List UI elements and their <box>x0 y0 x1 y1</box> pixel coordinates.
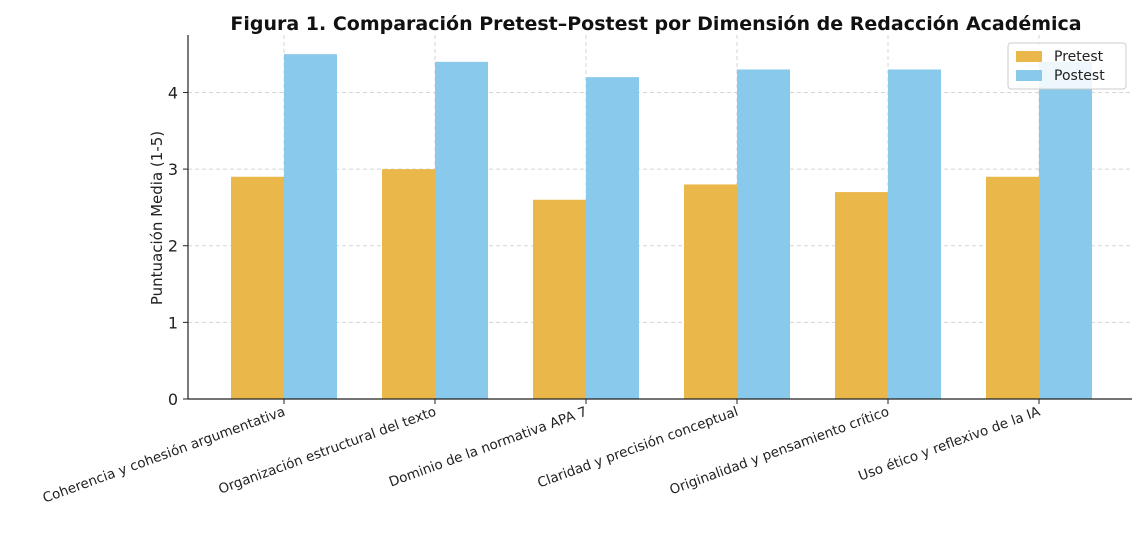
bar-postest <box>888 69 941 400</box>
chart-title: Figura 1. Comparación Pretest–Postest po… <box>230 13 1081 35</box>
axes-layer <box>187 35 1132 400</box>
bar-pretest <box>533 199 586 399</box>
y-tick-label: 3 <box>168 160 178 179</box>
x-tick-label: Coherencia y cohesión argumentativa <box>41 404 288 507</box>
y-axis-label: Puntuación Media (1-5) <box>148 131 166 305</box>
legend-swatch <box>1016 51 1042 62</box>
y-tick-label: 1 <box>168 313 178 332</box>
legend-label: Pretest <box>1054 49 1104 65</box>
legend: Pretest Postest <box>1007 42 1127 90</box>
bar-postest <box>1039 61 1092 400</box>
bar-postest <box>586 77 639 399</box>
y-ticks: 0 1 2 3 4 <box>168 83 188 409</box>
y-tick-label: 4 <box>168 83 178 102</box>
bar-pretest <box>382 169 435 399</box>
y-tick-label: 2 <box>168 237 178 256</box>
x-ticks: Coherencia y cohesión argumentativaOrgan… <box>41 399 1043 507</box>
y-tick-label: 0 <box>168 390 178 409</box>
bar-pretest <box>231 176 284 399</box>
bar-pretest <box>835 192 888 399</box>
legend-swatch <box>1016 70 1042 81</box>
bars-layer <box>231 54 1092 400</box>
bar-postest <box>435 61 488 400</box>
bar-pretest <box>986 176 1039 399</box>
bar-postest <box>284 54 337 399</box>
legend-label: Postest <box>1054 68 1105 84</box>
bar-pretest <box>684 184 737 399</box>
bar-postest <box>737 69 790 400</box>
